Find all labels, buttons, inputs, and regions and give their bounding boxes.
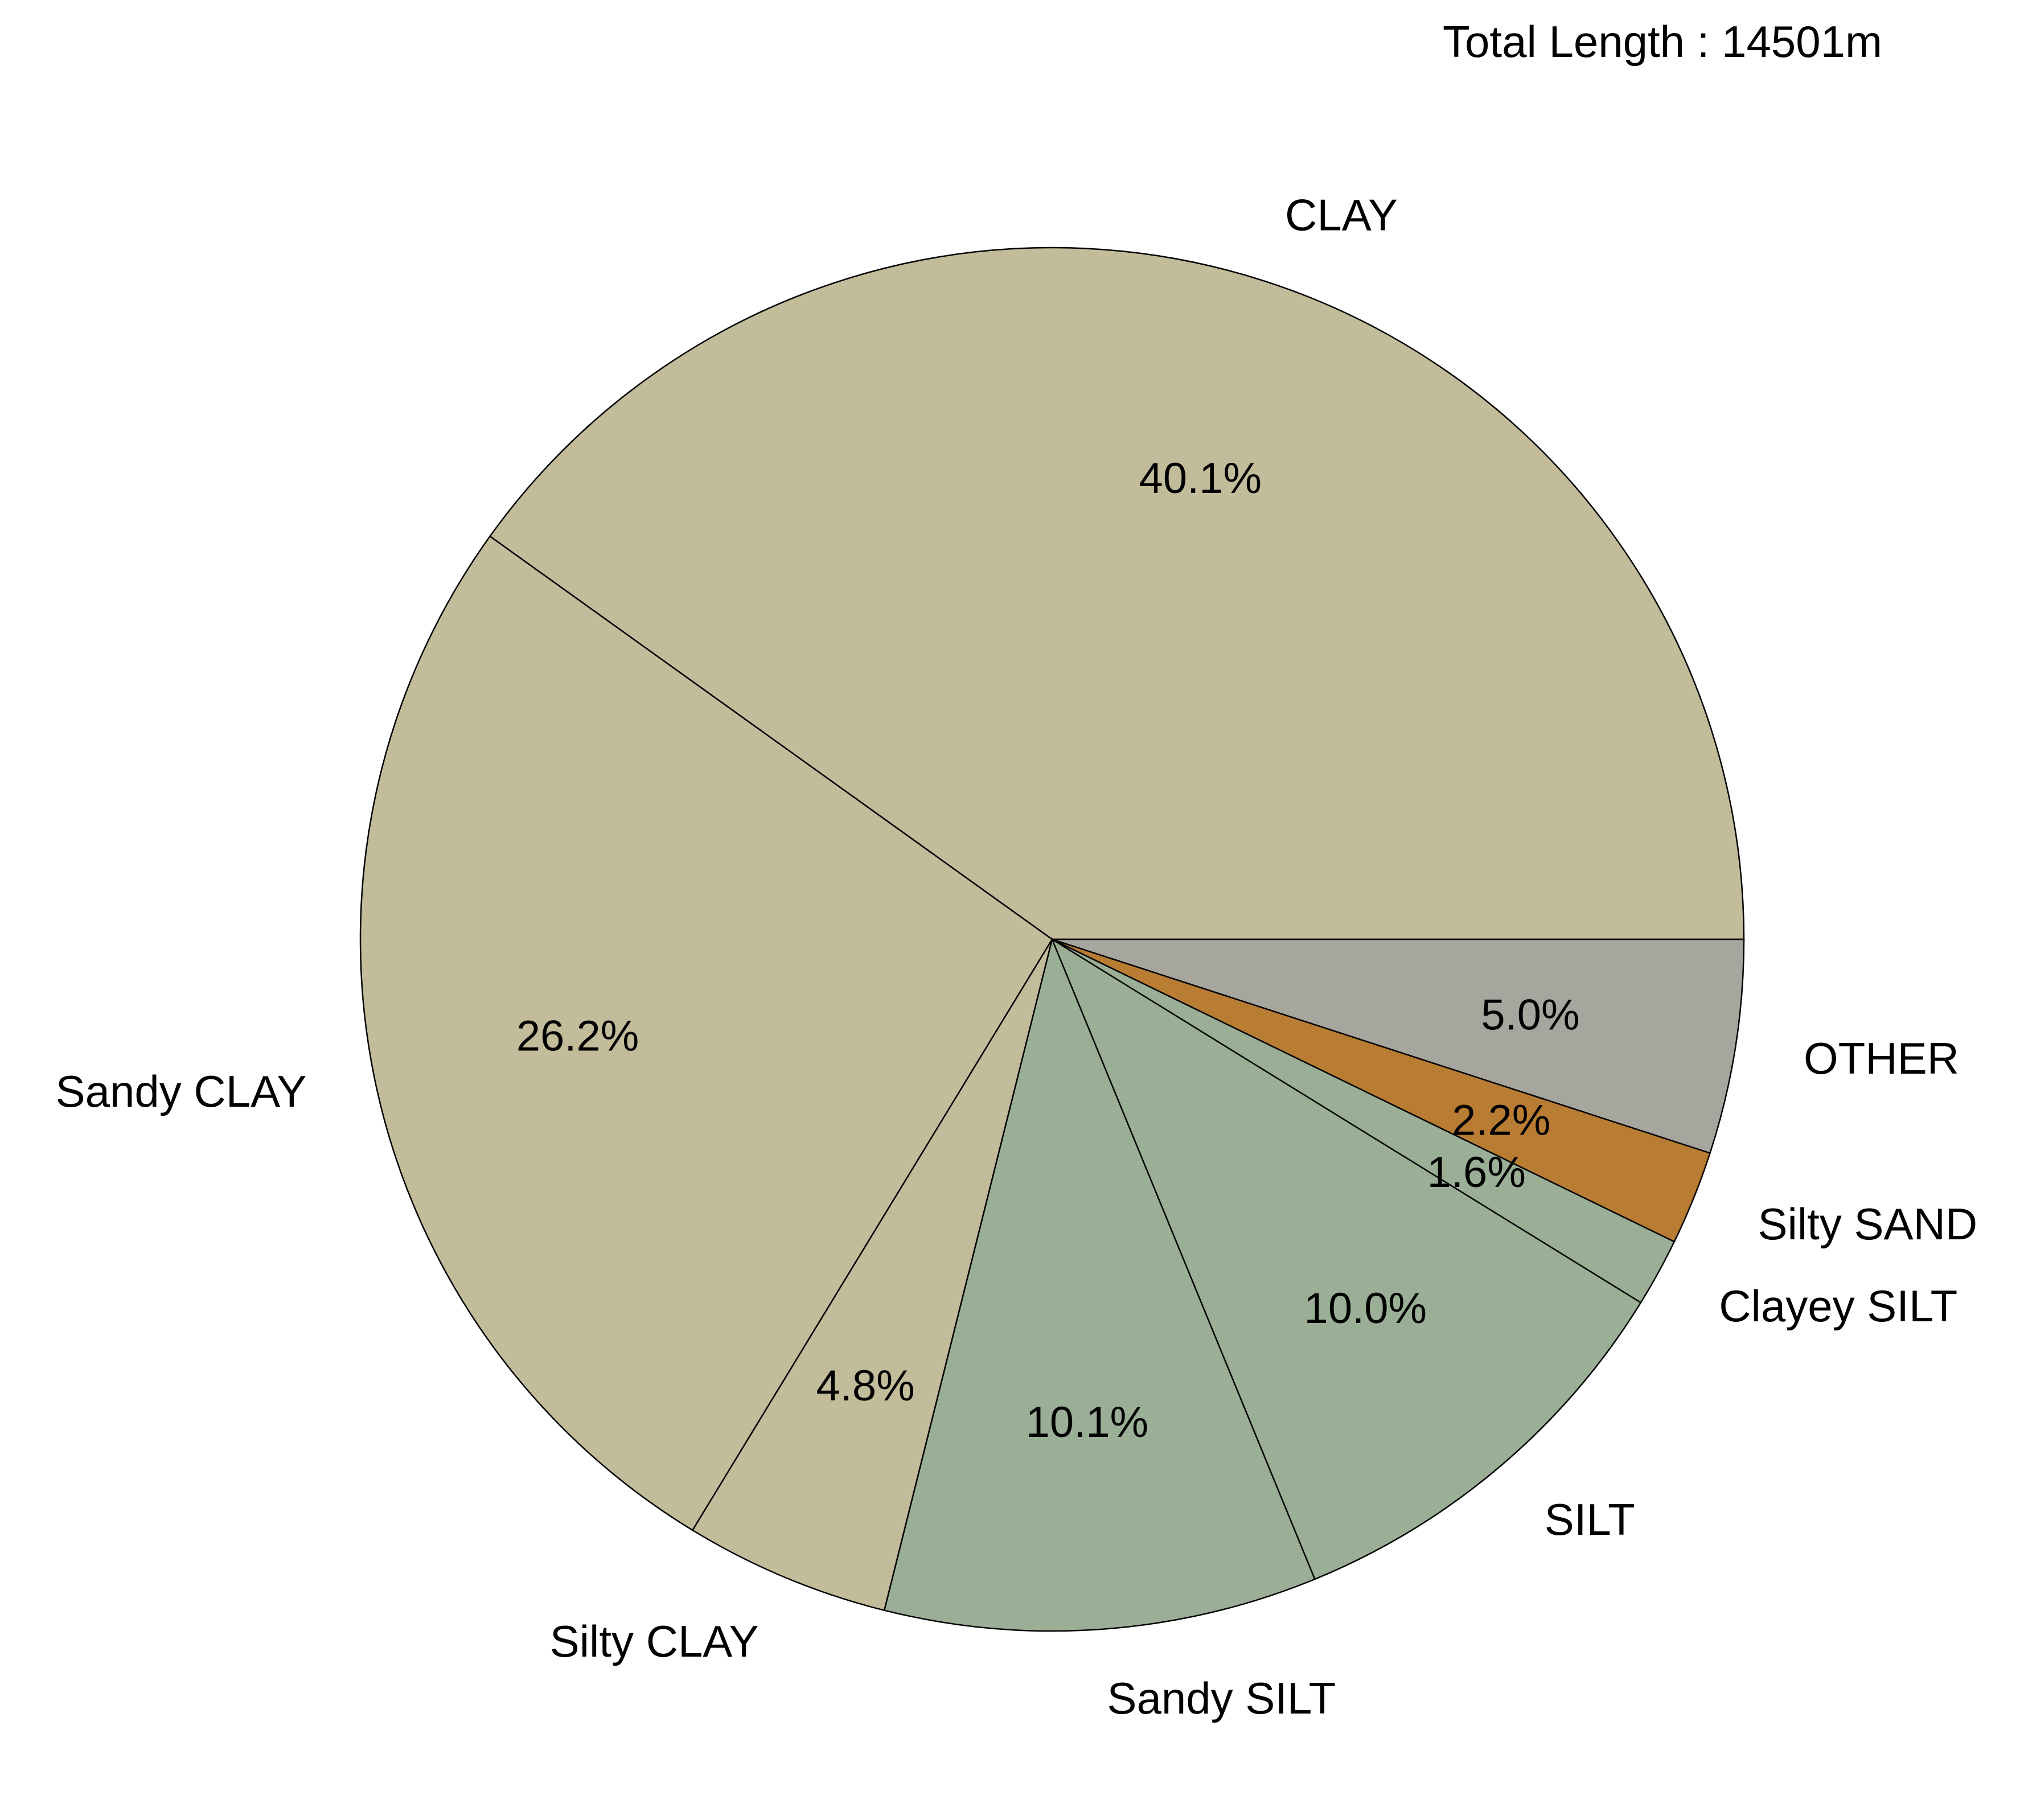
category-label-silty-sand: Silty SAND	[1758, 1199, 1978, 1249]
pie-slice-other	[1052, 938, 1745, 1155]
category-label-sandy-clay: Sandy CLAY	[56, 1066, 307, 1116]
category-label-sandy-silt: Sandy SILT	[1107, 1673, 1336, 1723]
percentage-labels: 40.1% 26.2% 4.8% 10.1% 10.0% 1.6%2.2% 5.0%	[516, 454, 1580, 1447]
pie-slice-sandy-clay	[359, 535, 1053, 1531]
pct-label-other: 5.0%	[1481, 991, 1579, 1040]
pct-label-clay: 40.1%	[1139, 454, 1262, 503]
pie-slices	[359, 246, 1745, 1632]
pct-label-sandy-silt: 10.1%	[1026, 1398, 1149, 1447]
pie-slice-clay	[488, 246, 1745, 940]
category-label-silt: SILT	[1545, 1494, 1635, 1544]
pct-label-silty-clay: 4.8%	[816, 1362, 914, 1410]
total-length-annotation: Total Length : 14501m	[1443, 17, 1882, 67]
pct-label-sandy-clay: 26.2%	[516, 1012, 639, 1060]
pct-label-silt: 10.0%	[1304, 1284, 1427, 1333]
category-label-clay: CLAY	[1285, 190, 1398, 240]
pct-label-clayey-silt: 1.6%	[1427, 1148, 1526, 1197]
category-label-silty-clay: Silty CLAY	[550, 1616, 759, 1666]
pct-label-silty-sand: 2.2%	[1452, 1096, 1550, 1145]
pie-slice-silt	[1050, 937, 1642, 1580]
category-labels: CLAY Sandy CLAY Silty CLAY Sandy SILT SILT Cl…	[56, 190, 1978, 1723]
pie-slice-sandy-silt	[883, 937, 1316, 1632]
pie-slice-silty-clay	[691, 939, 1053, 1612]
category-label-other: OTHER	[1804, 1033, 1959, 1083]
category-label-clayey-silt: Clayey SILT	[1719, 1281, 1957, 1331]
